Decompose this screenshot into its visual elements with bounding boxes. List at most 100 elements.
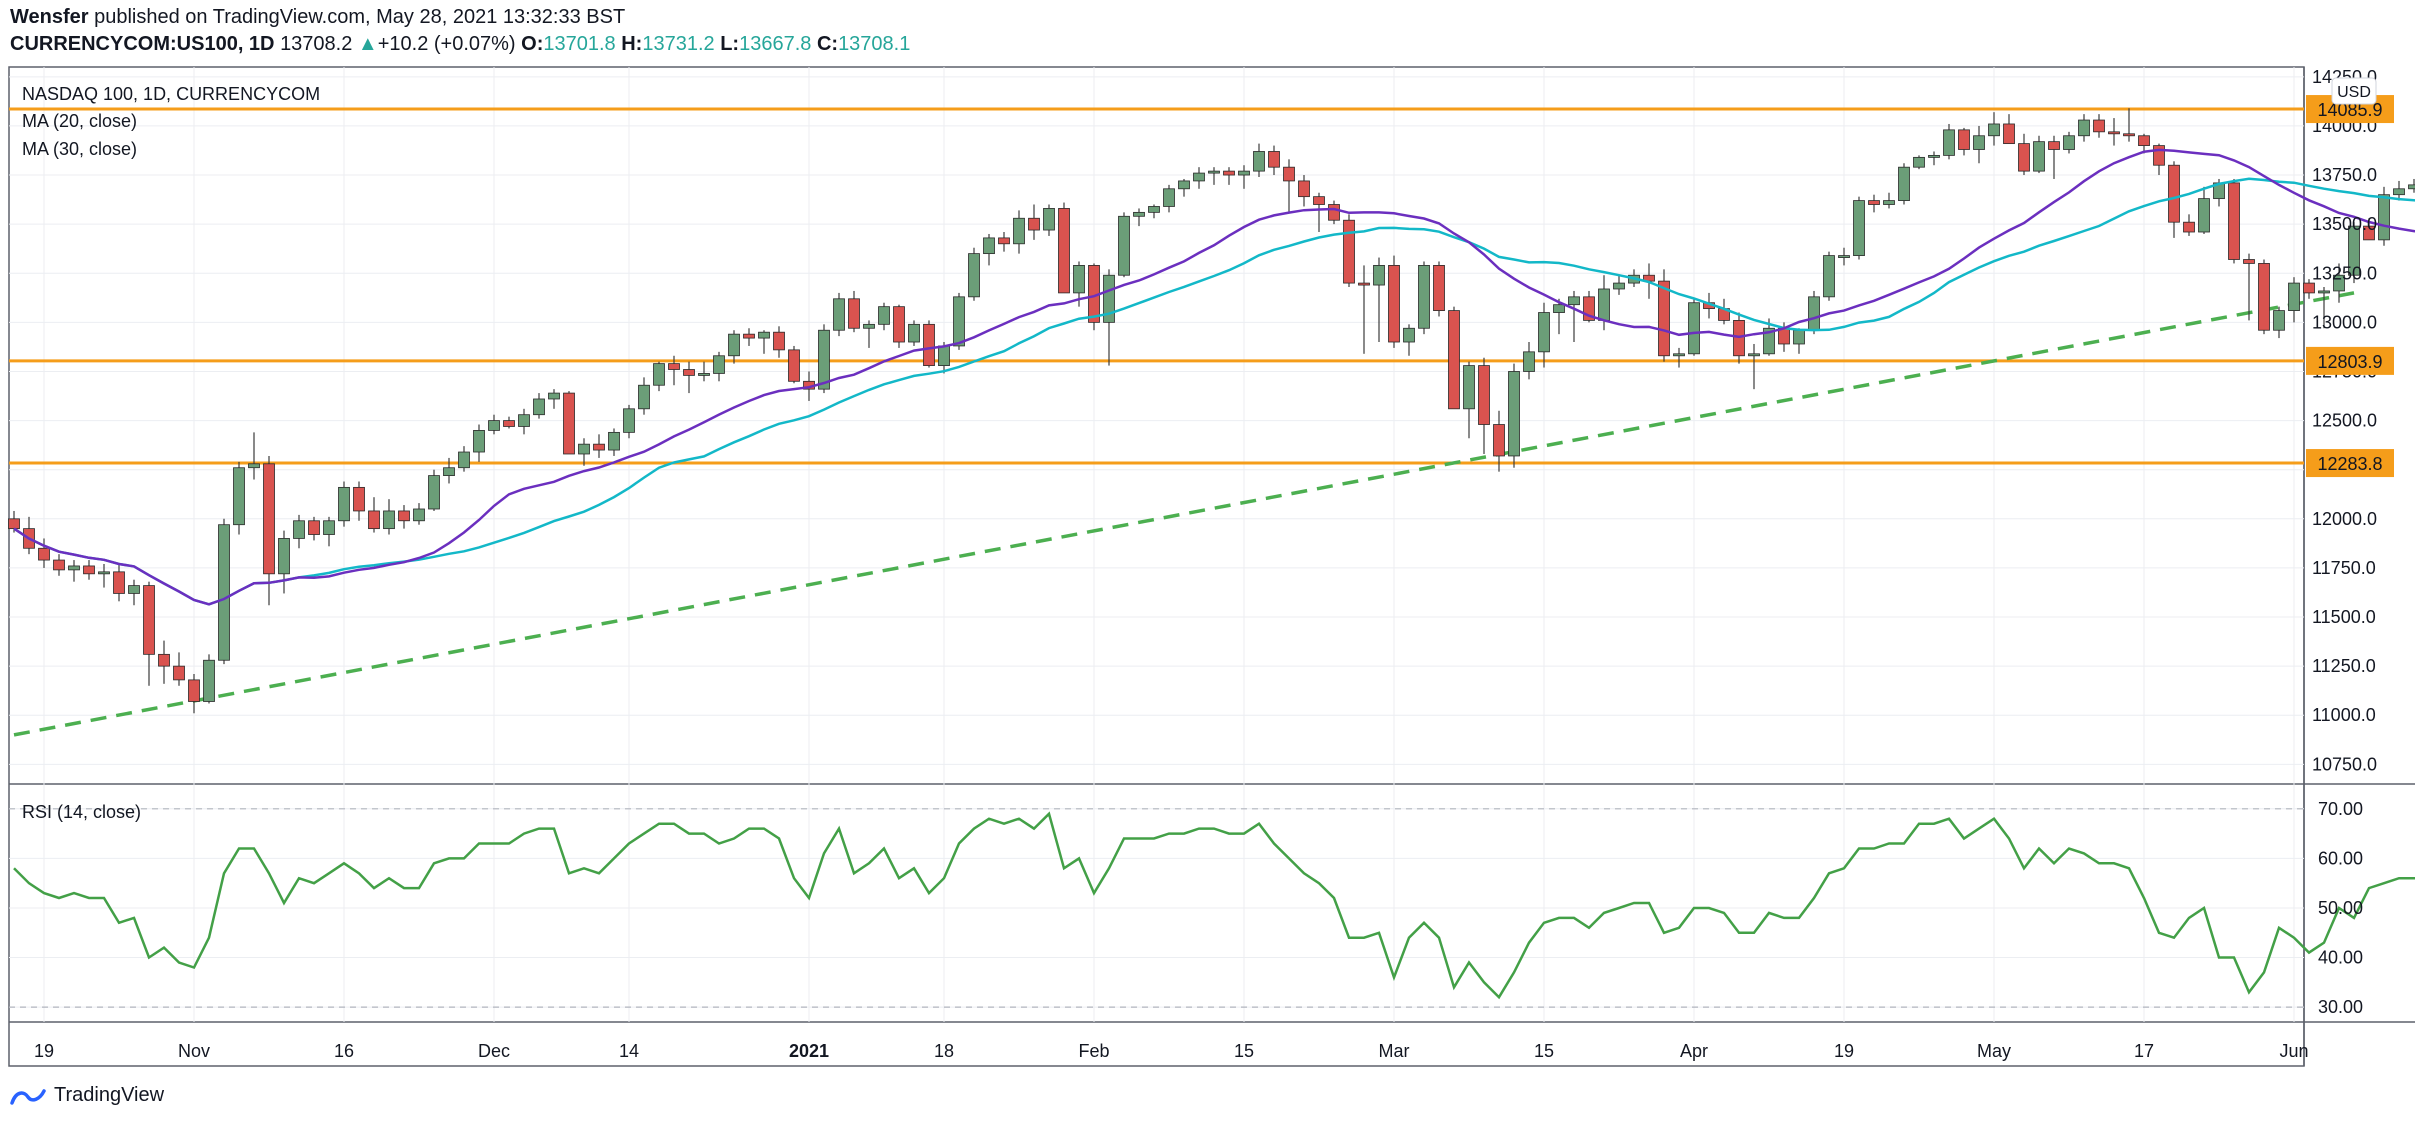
candle-body bbox=[158, 653, 170, 667]
close-label: C: bbox=[816, 33, 839, 55]
time-tick-label: Apr bbox=[1680, 1041, 1708, 1061]
candle-body bbox=[278, 538, 290, 575]
low-label: L: bbox=[720, 33, 740, 55]
rsi-tick-label: 70.00 bbox=[2318, 799, 2363, 819]
candles bbox=[8, 108, 2415, 714]
candle-body bbox=[743, 333, 755, 339]
candle-body bbox=[863, 323, 875, 329]
price-tick-label: 13500.0 bbox=[2312, 214, 2377, 234]
footer-branding[interactable]: TradingView bbox=[10, 1084, 164, 1107]
candle-body bbox=[2063, 135, 2075, 150]
candle-body bbox=[1388, 265, 1400, 343]
candle-body bbox=[1613, 282, 1625, 290]
candle-body bbox=[218, 524, 230, 661]
candle-body bbox=[188, 679, 200, 702]
candle-body bbox=[503, 420, 515, 427]
candle-body bbox=[518, 414, 530, 427]
candle-body bbox=[848, 298, 860, 329]
candle-body bbox=[1268, 151, 1280, 168]
candle-body bbox=[893, 306, 905, 343]
candle-body bbox=[1238, 170, 1250, 176]
candle-body bbox=[143, 585, 155, 655]
change-arrow-icon: ▲ bbox=[357, 33, 378, 55]
candle-body bbox=[1133, 211, 1145, 217]
candle-body bbox=[1688, 302, 1700, 355]
time-tick-label: 16 bbox=[334, 1041, 354, 1061]
published-text: published on TradingView.com, May 28, 20… bbox=[88, 6, 626, 28]
candle-body bbox=[173, 665, 185, 681]
candle-body bbox=[233, 467, 245, 526]
horizontal-levels[interactable] bbox=[9, 107, 2304, 465]
rsi-tick-label: 60.00 bbox=[2318, 848, 2363, 868]
ma30-line bbox=[13, 177, 2415, 606]
candle-body bbox=[1913, 156, 1925, 168]
ma30-legend[interactable]: MA (30, close) bbox=[22, 139, 137, 159]
candle-body bbox=[683, 369, 695, 376]
candle-body bbox=[2288, 282, 2300, 311]
candle-body bbox=[2108, 131, 2120, 135]
candle-body bbox=[578, 443, 590, 455]
candle-body bbox=[323, 520, 335, 535]
candle-body bbox=[1853, 200, 1865, 256]
candle-body bbox=[263, 463, 275, 575]
candle-body bbox=[533, 398, 545, 416]
time-axis[interactable]: 19 Nov 16 Dec 14 2021 18 Feb 15 Mar 15 Apr 19 May 17 Ju… bbox=[34, 1041, 2309, 1061]
candle-body bbox=[1358, 282, 1370, 286]
publisher-name[interactable]: Wensfer bbox=[10, 6, 89, 28]
rsi-legend[interactable]: RSI (14, close) bbox=[22, 802, 141, 822]
candle-body bbox=[1013, 217, 1025, 245]
candle-body bbox=[968, 253, 980, 298]
candle-body bbox=[98, 571, 110, 575]
candle-body bbox=[878, 306, 890, 325]
candle-body bbox=[2153, 145, 2165, 166]
candle-body bbox=[443, 467, 455, 476]
price-tick-label: 12000.0 bbox=[2312, 509, 2377, 529]
candle-body bbox=[773, 331, 785, 351]
candle-body bbox=[1448, 310, 1460, 410]
time-tick-label: 19 bbox=[34, 1041, 54, 1061]
candle-body bbox=[113, 571, 125, 594]
rsi-axis[interactable]: 30.00 40.00 50.00 60.00 70.00 bbox=[2318, 799, 2363, 1017]
price-tick-label: 11000.0 bbox=[2312, 705, 2376, 725]
grid-lines bbox=[9, 67, 2304, 1022]
candle-body bbox=[2273, 310, 2285, 331]
brand-name: TradingView bbox=[54, 1084, 165, 1106]
candle-body bbox=[1673, 353, 1685, 357]
candle-body bbox=[1883, 200, 1895, 205]
price-tick-label: 13750.0 bbox=[2312, 165, 2377, 185]
time-tick-label: 19 bbox=[1834, 1041, 1854, 1061]
price-tick-label: 11250.0 bbox=[2312, 656, 2376, 676]
candle-body bbox=[758, 331, 770, 339]
candle-body bbox=[2003, 123, 2015, 145]
candle-body bbox=[1658, 280, 1670, 357]
candle-body bbox=[983, 237, 995, 255]
candle-body bbox=[1748, 353, 1760, 357]
currency-label: USD bbox=[2337, 84, 2371, 101]
symbol-name[interactable]: CURRENCYCOM:US100, 1D bbox=[10, 33, 275, 55]
candle-body bbox=[1223, 170, 1235, 176]
candle-body bbox=[338, 486, 350, 522]
currency-button[interactable] bbox=[2331, 77, 2377, 105]
candle-body bbox=[2078, 119, 2090, 137]
symbol-info-bar: CURRENCYCOM:US100, 1D 13708.2 ▲+10.2 (+0… bbox=[10, 33, 910, 56]
candle-body bbox=[2018, 143, 2030, 172]
candle-body bbox=[2348, 225, 2360, 276]
candle-body bbox=[488, 420, 500, 431]
candle-body bbox=[1058, 208, 1070, 294]
level-label: 12283.8 bbox=[2317, 454, 2382, 474]
candle-body bbox=[608, 431, 620, 451]
last-price: 13708.2 bbox=[280, 33, 353, 55]
price-axis[interactable]: 10750.0 11000.0 11250.0 11500.0 11750.0 12000… bbox=[2312, 67, 2377, 775]
candle-body bbox=[2363, 225, 2375, 241]
candle-body bbox=[623, 408, 635, 433]
candle-body bbox=[473, 430, 485, 453]
rsi-tick-label: 40.00 bbox=[2318, 948, 2363, 968]
candle-body bbox=[653, 363, 665, 386]
candle-body bbox=[293, 520, 305, 539]
candle-body bbox=[1343, 219, 1355, 284]
candle-body bbox=[353, 486, 365, 512]
ma20-legend[interactable]: MA (20, close) bbox=[22, 111, 137, 131]
candle-body bbox=[1583, 296, 1595, 321]
trend-line[interactable] bbox=[13, 291, 2355, 737]
